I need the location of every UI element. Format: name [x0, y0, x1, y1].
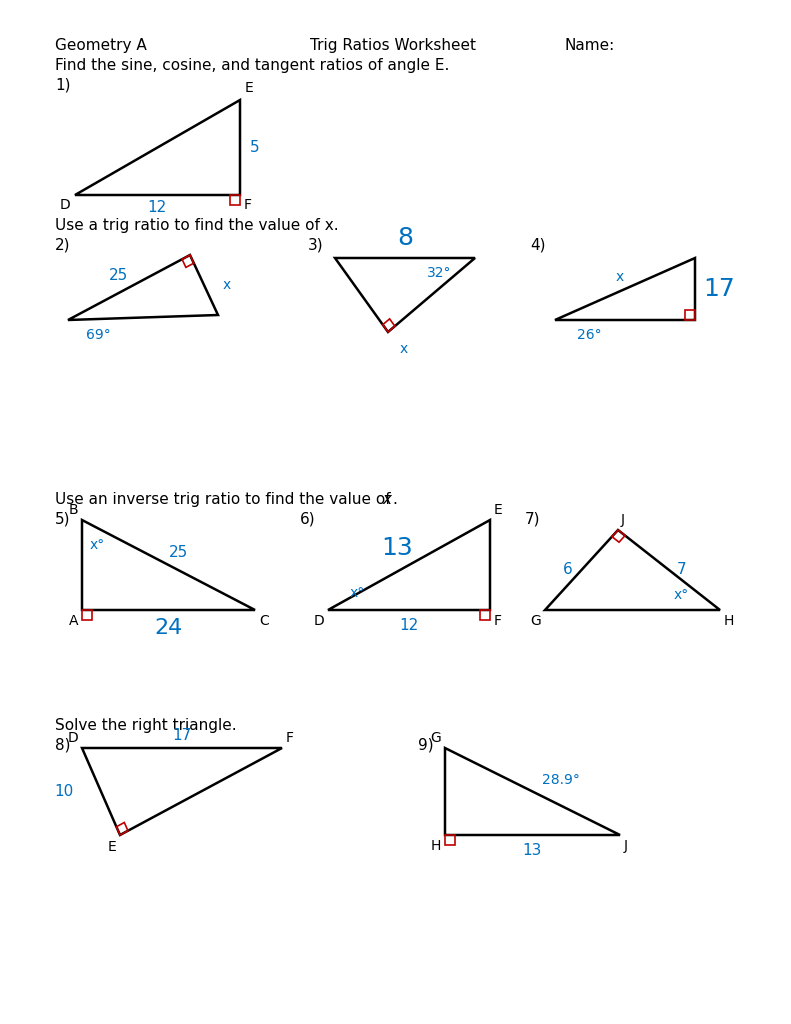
Text: 8): 8): [55, 738, 70, 753]
Text: 4): 4): [530, 238, 546, 253]
Text: 32°: 32°: [427, 266, 452, 280]
Text: B: B: [68, 503, 78, 517]
Text: 17: 17: [703, 278, 735, 301]
Text: F: F: [286, 731, 294, 745]
Text: D: D: [67, 731, 78, 745]
Text: 8: 8: [397, 226, 413, 250]
Text: x°: x°: [674, 588, 689, 602]
Text: 9): 9): [418, 738, 433, 753]
Text: 24: 24: [154, 618, 182, 638]
Text: J: J: [624, 839, 628, 853]
Text: 26°: 26°: [577, 328, 602, 342]
Text: E: E: [245, 81, 254, 95]
Text: 28.9°: 28.9°: [542, 773, 580, 787]
Text: Geometry A: Geometry A: [55, 38, 147, 53]
Text: 7: 7: [677, 562, 687, 578]
Text: x: x: [400, 342, 408, 356]
Text: 10: 10: [55, 784, 74, 800]
Text: .: .: [392, 492, 397, 507]
Text: x°: x°: [90, 538, 105, 552]
Text: A: A: [69, 614, 78, 628]
Text: H: H: [724, 614, 734, 628]
Text: D: D: [59, 198, 70, 212]
Text: 2): 2): [55, 238, 70, 253]
Text: G: G: [430, 731, 441, 745]
Text: 6): 6): [300, 512, 316, 527]
Text: 5): 5): [55, 512, 70, 527]
Text: G: G: [530, 614, 541, 628]
Text: x°: x°: [350, 586, 365, 600]
Text: 7): 7): [525, 512, 540, 527]
Text: C: C: [259, 614, 269, 628]
Text: x: x: [382, 492, 391, 507]
Text: 13: 13: [522, 843, 542, 858]
Text: E: E: [108, 840, 116, 854]
Text: Find the sine, cosine, and tangent ratios of angle E.: Find the sine, cosine, and tangent ratio…: [55, 58, 449, 73]
Text: 6: 6: [563, 562, 573, 578]
Text: 1): 1): [55, 78, 70, 93]
Text: F: F: [244, 198, 252, 212]
Text: 69°: 69°: [86, 328, 111, 342]
Text: 5: 5: [250, 140, 259, 156]
Text: Trig Ratios Worksheet: Trig Ratios Worksheet: [310, 38, 476, 53]
Text: 25: 25: [168, 545, 187, 560]
Text: Use an inverse trig ratio to find the value of: Use an inverse trig ratio to find the va…: [55, 492, 396, 507]
Text: D: D: [313, 614, 324, 628]
Text: x: x: [616, 270, 624, 284]
Text: E: E: [494, 503, 503, 517]
Text: 12: 12: [147, 200, 167, 215]
Text: 12: 12: [399, 618, 418, 633]
Text: H: H: [430, 839, 441, 853]
Text: Use a trig ratio to find the value of x.: Use a trig ratio to find the value of x.: [55, 218, 339, 233]
Text: F: F: [494, 614, 502, 628]
Text: 17: 17: [172, 728, 191, 743]
Text: 3): 3): [308, 238, 324, 253]
Text: 25: 25: [109, 268, 129, 283]
Text: J: J: [621, 513, 625, 527]
Text: Solve the right triangle.: Solve the right triangle.: [55, 718, 237, 733]
Text: 13: 13: [381, 536, 413, 560]
Text: Name:: Name:: [565, 38, 615, 53]
Text: x: x: [223, 278, 231, 292]
